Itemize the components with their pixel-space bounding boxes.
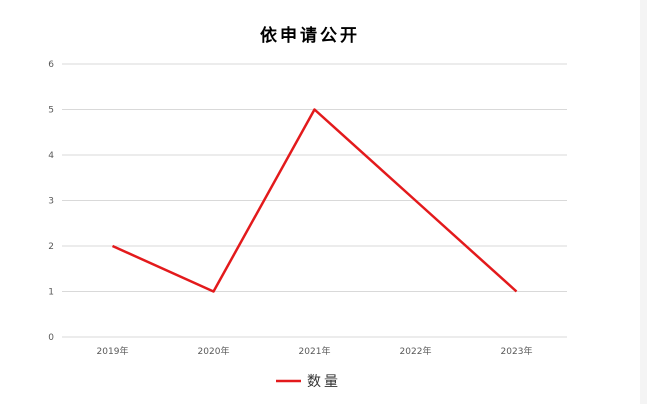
y-tick-label: 6 bbox=[48, 60, 54, 70]
legend-label: 数量 bbox=[307, 374, 341, 390]
chart-title: 依申请公开 bbox=[260, 25, 360, 46]
x-tick-label: 2019年 bbox=[97, 345, 129, 357]
y-tick-label: 5 bbox=[48, 106, 54, 116]
legend: 数量 bbox=[276, 374, 341, 390]
x-tick-label: 2022年 bbox=[400, 345, 432, 357]
x-tick-label: 2020年 bbox=[198, 345, 230, 357]
y-tick-label: 1 bbox=[48, 288, 54, 298]
y-tick-label: 4 bbox=[48, 151, 54, 161]
y-tick-label: 0 bbox=[48, 333, 54, 343]
y-tick-label: 2 bbox=[48, 242, 54, 252]
y-tick-label: 3 bbox=[48, 197, 54, 207]
x-tick-label: 2021年 bbox=[299, 345, 331, 357]
side-strip bbox=[640, 0, 647, 404]
x-tick-label: 2023年 bbox=[501, 345, 533, 357]
